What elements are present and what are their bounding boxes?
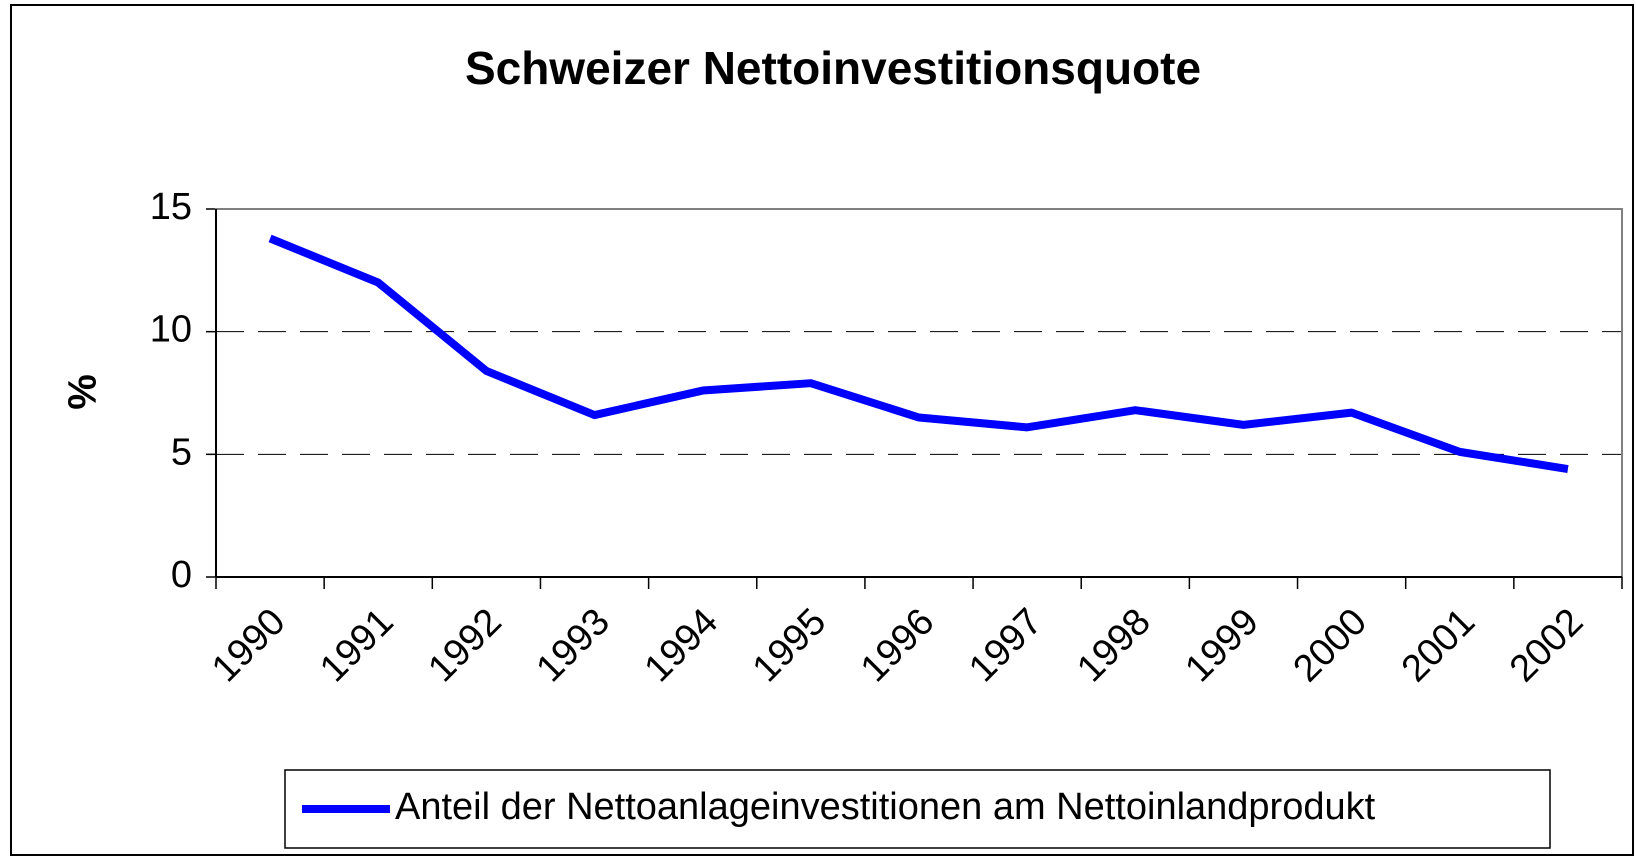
y-tick-label: 10 — [150, 309, 192, 351]
chart-title: Schweizer Nettoinvestitionsquote — [465, 42, 1201, 94]
legend-label: Anteil der Nettoanlageinvestitionen am N… — [395, 786, 1376, 828]
y-axis-label: % — [61, 374, 105, 410]
y-tick-label: 5 — [171, 431, 192, 473]
y-tick-label: 0 — [171, 554, 192, 596]
data-line — [268, 234, 1569, 474]
legend-box — [284, 769, 1551, 849]
y-tick-label: 15 — [150, 186, 192, 228]
chart-border — [10, 4, 1634, 856]
